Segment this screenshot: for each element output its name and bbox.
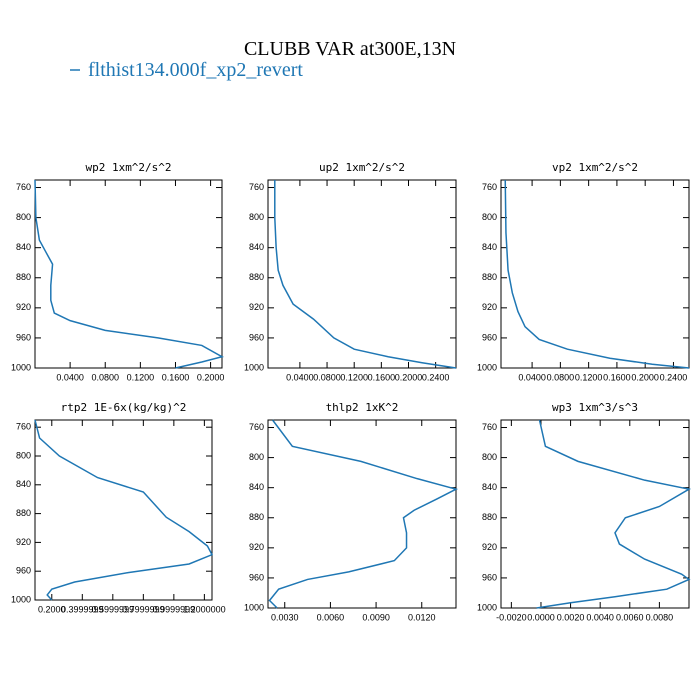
y-tick-label: 880: [16, 272, 31, 282]
x-tick-label: 0.3999999: [61, 604, 104, 614]
x-tick-label: 0.2000: [395, 372, 423, 382]
plot-frame: [267, 419, 457, 609]
y-tick-label: 800: [249, 212, 264, 222]
x-tick-label: 0.0400: [286, 372, 314, 382]
y-tick-label: 760: [16, 422, 31, 432]
y-tick-label: 800: [249, 452, 264, 462]
profile-line: [268, 419, 459, 609]
y-tick-label: 1000: [477, 602, 497, 612]
y-tick-label: 960: [482, 332, 497, 342]
x-tick-label: 0.0060: [317, 612, 345, 622]
x-tick-label: 0.0400: [56, 372, 84, 382]
y-tick-label: 840: [16, 479, 31, 489]
x-tick-label: 0.0400: [518, 372, 546, 382]
y-tick-label: 880: [482, 512, 497, 522]
y-tick-label: 840: [16, 242, 31, 252]
y-tick-label: 840: [249, 482, 264, 492]
x-tick-label: 0.0030: [271, 612, 299, 622]
y-tick-label: 1000: [477, 362, 497, 372]
profile-line: [274, 180, 457, 369]
y-tick-label: 880: [249, 272, 264, 282]
y-tick-label: 960: [16, 332, 31, 342]
y-tick-label: 960: [16, 566, 31, 576]
y-tick-label: 760: [16, 182, 31, 192]
panel-title: rtp2 1E-6x(kg/kg)^2: [61, 401, 187, 414]
plot-frame: [34, 419, 213, 601]
chart-title: CLUBB VAR at300E,13N: [244, 38, 456, 60]
y-tick-label: 760: [249, 422, 264, 432]
y-tick-label: 800: [482, 452, 497, 462]
panel-title: vp2 1xm^2/s^2: [552, 161, 638, 174]
y-tick-label: 920: [16, 537, 31, 547]
y-tick-label: 1000: [244, 362, 264, 372]
y-tick-label: 800: [16, 212, 31, 222]
plot-frame: [34, 179, 223, 369]
profile-line: [536, 419, 692, 609]
y-tick-label: 880: [482, 272, 497, 282]
x-tick-label: 0.0080: [646, 612, 674, 622]
y-tick-label: 880: [249, 512, 264, 522]
y-tick-label: 1000: [244, 602, 264, 612]
y-tick-label: 960: [249, 572, 264, 582]
legend-label: flthist134.000f_xp2_revert: [88, 59, 303, 81]
plot-frame: [500, 179, 690, 369]
plot-frame: [267, 179, 457, 369]
x-tick-label: 0.1600: [162, 372, 190, 382]
y-tick-label: 920: [16, 302, 31, 312]
y-tick-label: 920: [249, 542, 264, 552]
panel-title: thlp2 1xK^2: [326, 401, 399, 414]
y-tick-label: 1000: [11, 362, 31, 372]
plot-frame: [500, 419, 690, 609]
x-tick-label: 0.0800: [313, 372, 341, 382]
x-tick-label: 0.2000: [38, 604, 66, 614]
panel-title: wp2 1xm^2/s^2: [85, 161, 171, 174]
y-tick-label: 840: [482, 242, 497, 252]
y-tick-label: 1000: [11, 594, 31, 604]
x-tick-label: 0.2400: [660, 372, 688, 382]
x-tick-label: 0.1200: [127, 372, 155, 382]
x-tick-label: 0.0060: [616, 612, 644, 622]
y-tick-label: 800: [16, 450, 31, 460]
y-tick-label: 760: [482, 422, 497, 432]
x-tick-label: 1.2000000: [183, 604, 226, 614]
x-tick-label: -0.0020: [496, 612, 527, 622]
x-tick-label: 0.9999999: [153, 604, 196, 614]
x-tick-label: 0.1200: [340, 372, 368, 382]
panel-title: wp3 1xm^3/s^3: [552, 401, 638, 414]
x-tick-label: 0.7999999: [122, 604, 165, 614]
y-tick-label: 880: [16, 508, 31, 518]
x-tick-label: 0.0040: [586, 612, 614, 622]
x-tick-label: 0.0120: [408, 612, 436, 622]
x-tick-label: 0.1200: [575, 372, 603, 382]
x-tick-label: 0.0090: [362, 612, 390, 622]
x-tick-label: 0.0000: [527, 612, 555, 622]
x-tick-label: 0.2000: [197, 372, 225, 382]
y-tick-label: 960: [249, 332, 264, 342]
y-tick-label: 920: [249, 302, 264, 312]
y-tick-label: 760: [249, 182, 264, 192]
y-tick-label: 840: [249, 242, 264, 252]
y-tick-label: 920: [482, 302, 497, 312]
x-tick-label: 0.5999999: [92, 604, 135, 614]
x-tick-label: 0.0020: [557, 612, 585, 622]
x-tick-label: 0.0800: [91, 372, 119, 382]
y-tick-label: 920: [482, 542, 497, 552]
x-tick-label: 0.1600: [603, 372, 631, 382]
x-tick-label: 0.1600: [368, 372, 396, 382]
y-tick-label: 800: [482, 212, 497, 222]
y-tick-label: 760: [482, 182, 497, 192]
x-tick-label: 0.2400: [422, 372, 450, 382]
y-tick-label: 960: [482, 572, 497, 582]
x-tick-label: 0.2000: [631, 372, 659, 382]
profile-line: [34, 179, 224, 369]
profile-line: [34, 419, 214, 601]
y-tick-label: 840: [482, 482, 497, 492]
panel-title: up2 1xm^2/s^2: [319, 161, 405, 174]
x-tick-label: 0.0800: [547, 372, 575, 382]
profile-line: [504, 179, 690, 369]
